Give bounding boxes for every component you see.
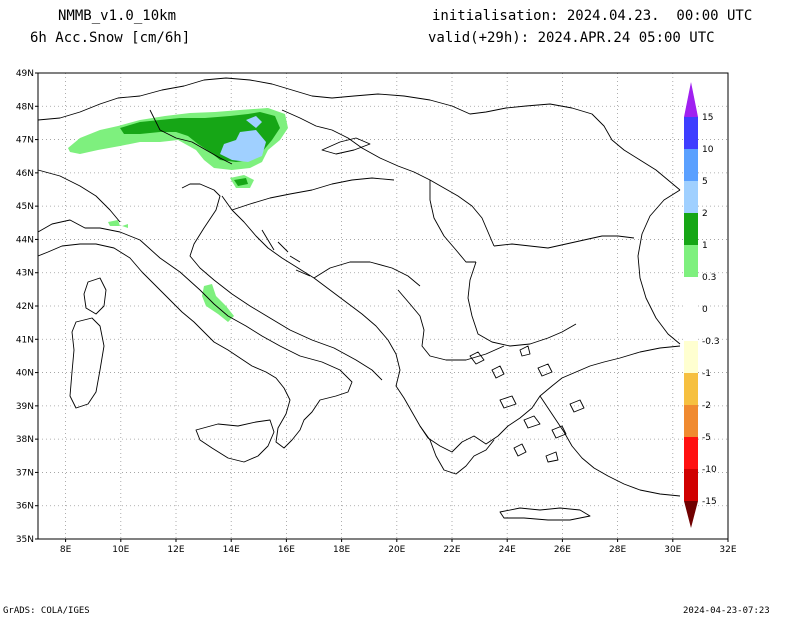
snow-area-apennines: [202, 284, 234, 322]
colorbar-swatch: [684, 309, 698, 341]
colorbar-swatch: [684, 469, 698, 501]
colorbar-swatch: [684, 341, 698, 373]
lat-tick-label: 45N: [16, 202, 34, 212]
colorbar-swatch: [684, 245, 698, 277]
lon-tick-label: 12E: [167, 545, 184, 555]
lon-tick-label: 22E: [443, 545, 460, 555]
lon-tick-label: 14E: [223, 545, 240, 555]
colorbar-bottom-triangle: [684, 501, 698, 528]
colorbar-label: 15: [702, 113, 713, 123]
colorbar-label: 2: [702, 209, 708, 219]
lon-tick-label: 16E: [278, 545, 295, 555]
lat-tick-label: 49N: [16, 69, 34, 79]
colorbar-label: 5: [702, 177, 708, 187]
field-title: 6h Acc.Snow [cm/6h]: [30, 30, 191, 46]
lat-tick-label: 36N: [16, 502, 34, 512]
colorbar-label: -1: [702, 369, 711, 379]
model-title: NMMB_v1.0_10km: [58, 8, 177, 24]
lat-tick-label: 48N: [16, 102, 34, 112]
colorbar-swatch: [684, 117, 698, 149]
lon-tick-label: 26E: [554, 545, 571, 555]
lon-tick-label: 24E: [499, 545, 516, 555]
colorbar-label: -0.3: [702, 337, 720, 347]
lat-tick-label: 41N: [16, 335, 34, 345]
colorbar-label: 0: [702, 305, 708, 315]
colorbar: 15 10 5 2 1 0.3 0 -0.3 -1 -2 -5 -10 -15: [684, 82, 720, 528]
longitude-tick-labels: 8E 10E 12E 14E 16E 18E 20E 22E 24E 26E 28E 30E 32E: [60, 539, 737, 555]
colorbar-swatch: [684, 405, 698, 437]
lat-tick-label: 35N: [16, 535, 34, 545]
colorbar-swatch: [684, 277, 698, 309]
lat-tick-label: 38N: [16, 435, 34, 445]
colorbar-label: 1: [702, 241, 708, 251]
lat-tick-label: 47N: [16, 136, 34, 146]
colorbar-top-triangle: [684, 82, 698, 117]
colorbar-label: -10: [702, 465, 717, 475]
snow-areas: [68, 108, 288, 322]
latitude-tick-labels: 49N 48N 47N 46N 45N 44N 43N 42N 41N 40N 39N 38N 37N 3…: [16, 69, 38, 545]
snow-area-corsica: [108, 220, 128, 228]
footer-left: GrADS: COLA/IGES: [3, 606, 90, 616]
valid-time: valid(+29h): 2024.APR.24 05:00 UTC: [428, 30, 715, 46]
lat-lon-grid: [38, 73, 728, 539]
colorbar-label: -15: [702, 497, 717, 507]
snow-area-slovenia-core: [234, 178, 248, 186]
colorbar-label: -5: [702, 433, 711, 443]
lon-tick-label: 18E: [333, 545, 350, 555]
colorbar-label: -2: [702, 401, 711, 411]
colorbar-swatch: [684, 373, 698, 405]
lat-tick-label: 46N: [16, 169, 34, 179]
coastlines-borders: [37, 77, 681, 521]
colorbar-swatch: [684, 213, 698, 245]
lat-tick-label: 37N: [16, 468, 34, 478]
lon-tick-label: 10E: [112, 545, 129, 555]
lat-tick-label: 42N: [16, 302, 34, 312]
colorbar-swatch: [684, 181, 698, 213]
lon-tick-label: 8E: [60, 545, 72, 555]
snow-area-heavy-alps: [220, 116, 266, 162]
colorbar-label: 10: [702, 145, 714, 155]
colorbar-swatch: [684, 437, 698, 469]
lat-tick-label: 43N: [16, 269, 34, 279]
footer-right: 2024-04-23-07:23: [683, 606, 770, 616]
lon-tick-label: 20E: [388, 545, 405, 555]
colorbar-swatch: [684, 149, 698, 181]
lat-tick-label: 44N: [16, 235, 34, 245]
lon-tick-label: 32E: [719, 545, 736, 555]
lat-tick-label: 39N: [16, 402, 34, 412]
lon-tick-label: 28E: [609, 545, 626, 555]
lat-tick-label: 40N: [16, 369, 34, 379]
colorbar-label: 0.3: [702, 273, 716, 283]
init-time: initialisation: 2024.04.23. 00:00 UTC: [432, 8, 753, 24]
lon-tick-label: 30E: [664, 545, 681, 555]
